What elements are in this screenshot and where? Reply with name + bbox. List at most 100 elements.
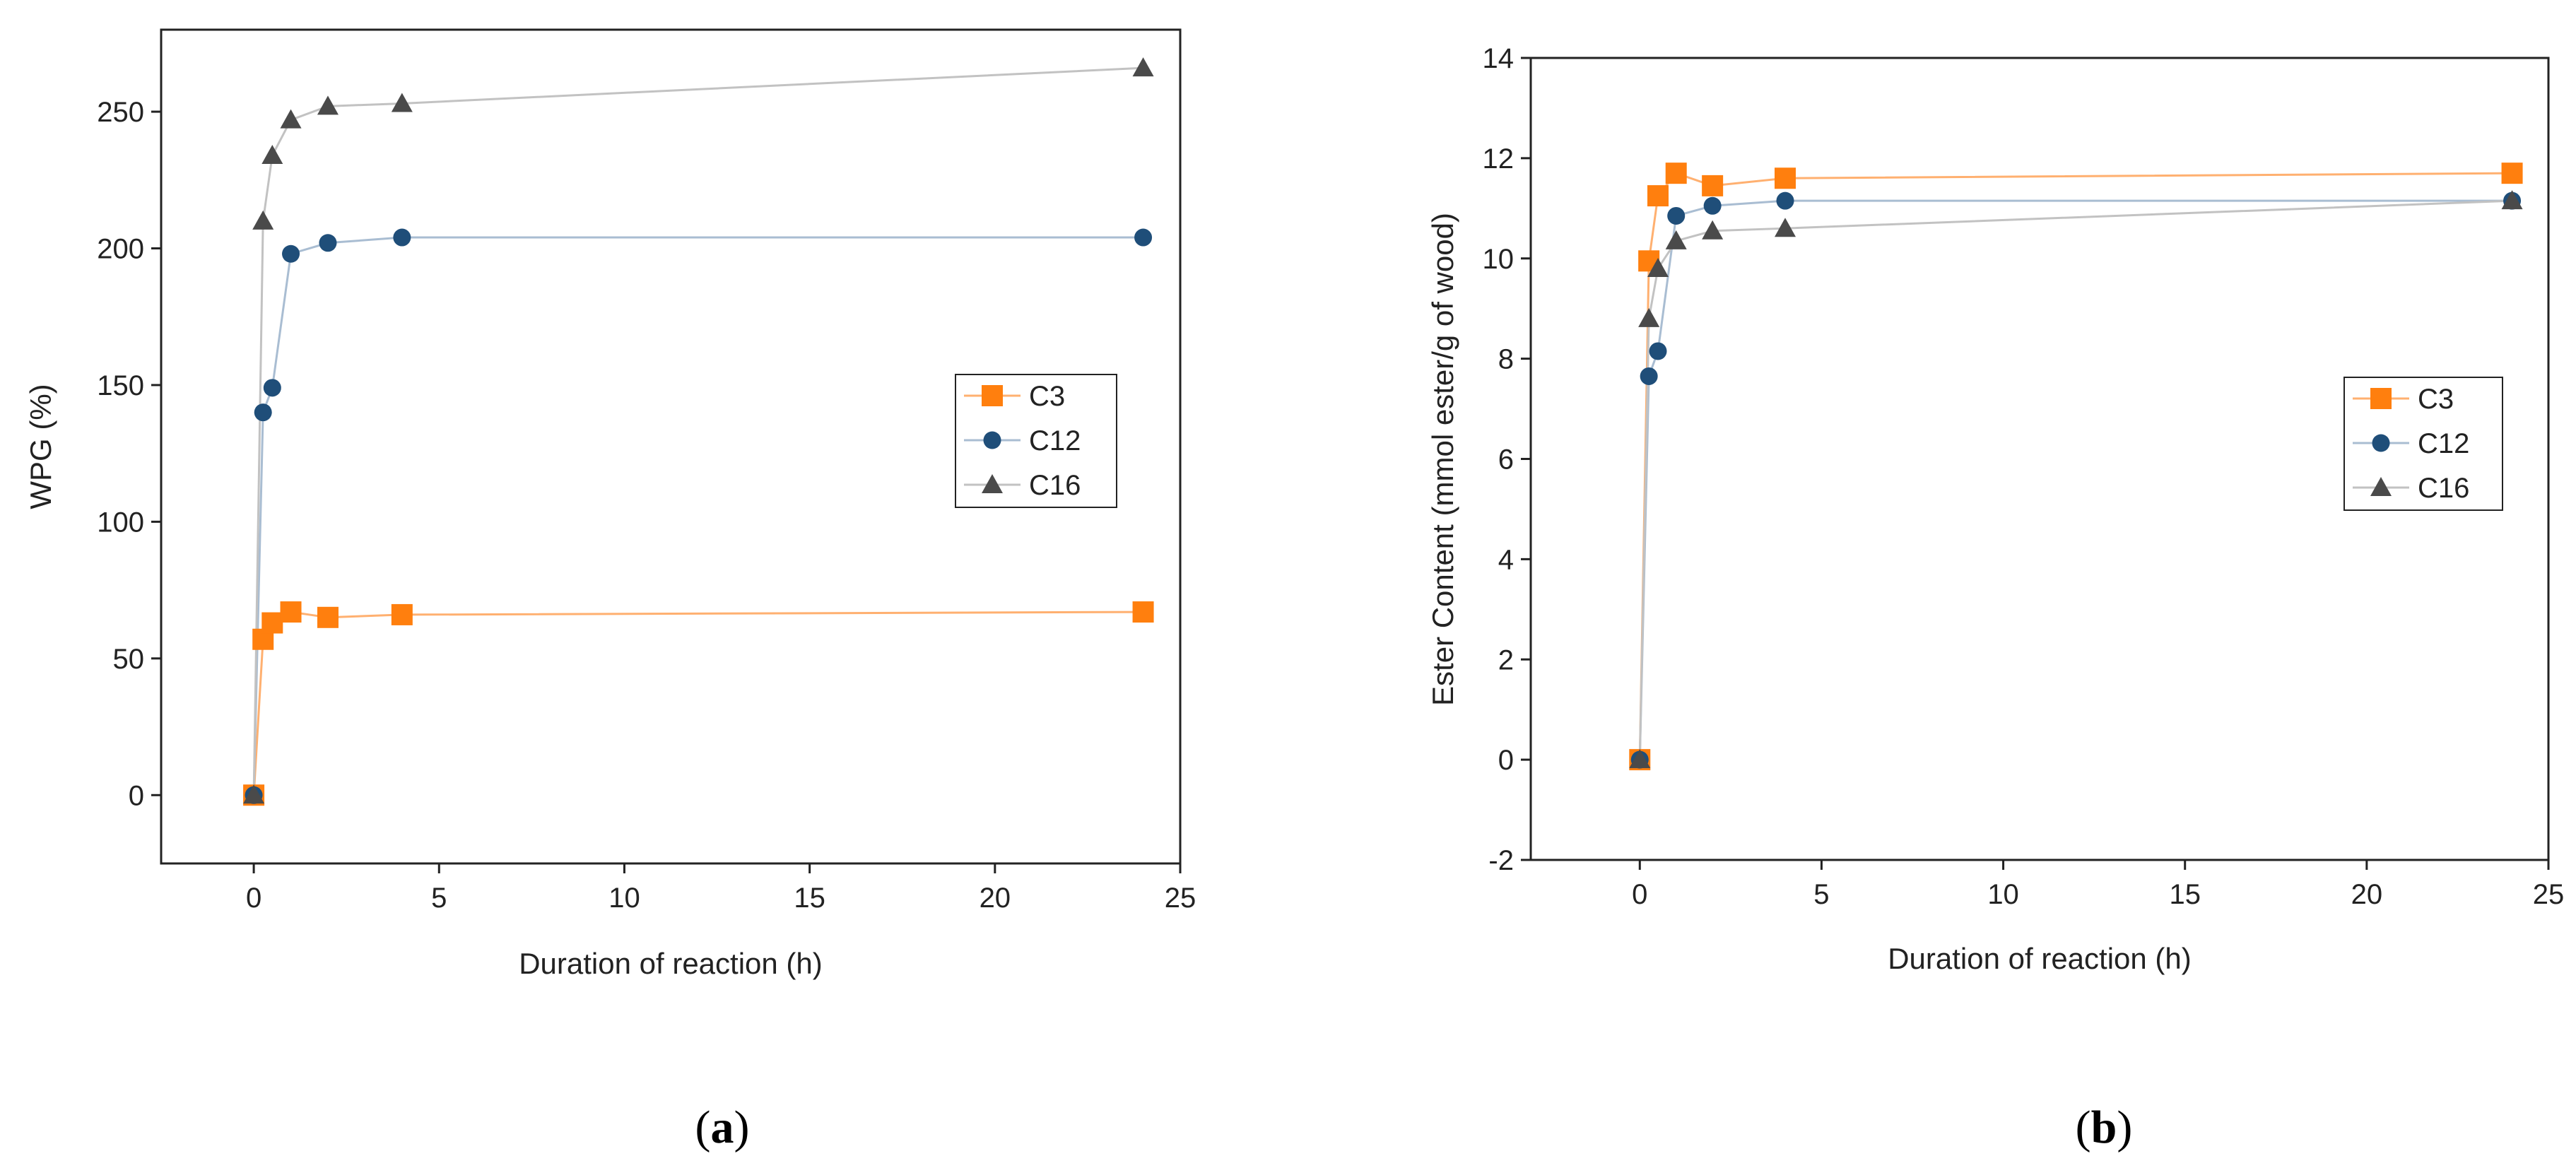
- series-points-c16: [243, 57, 1154, 804]
- data-point-c16: [1638, 307, 1660, 327]
- data-point-c12: [1640, 367, 1658, 385]
- data-point-c3: [280, 601, 302, 623]
- series-line-c12: [252, 236, 1143, 796]
- legend-symbol-c16: [982, 474, 1003, 493]
- legend-marker-c3: [982, 385, 1003, 406]
- legend-label-c3: C3: [1029, 381, 1065, 412]
- data-point-c3: [261, 612, 283, 634]
- tick-layer: 0 5 10 15 20 25 -2 0 2 4 6 8 10 12 14: [1483, 43, 2565, 910]
- y-tick-label: 250: [97, 97, 144, 128]
- legend-symbol-c12: [2372, 434, 2390, 452]
- data-point-c16: [252, 210, 274, 230]
- data-point-c16: [1775, 218, 1796, 237]
- data-point-c12: [1134, 228, 1153, 247]
- data-point-c16: [1629, 749, 1651, 769]
- series-points-c3: [243, 601, 1154, 806]
- series-points-c16: [1629, 190, 2523, 769]
- legend-label-c12: C12: [1029, 425, 1081, 456]
- x-tick-label: 15: [2169, 879, 2201, 910]
- series-layer: [1629, 163, 2523, 771]
- x-tick-label: 10: [1987, 879, 2019, 910]
- legend-entry-c16: C16: [964, 470, 1081, 501]
- panel-label-b: (b): [2076, 1102, 2133, 1153]
- panel-label-a-open-paren: (: [695, 1102, 711, 1153]
- data-point-c3: [1132, 601, 1154, 623]
- data-point-c12: [1667, 206, 1686, 225]
- legend-marker-c16: [982, 474, 1003, 493]
- panel-label-a-letter: a: [711, 1102, 734, 1153]
- data-point-c16: [243, 784, 265, 804]
- x-axis-title: Duration of reaction (h): [519, 947, 823, 980]
- x-tick-label: 0: [246, 883, 261, 914]
- x-tick-label: 20: [2351, 879, 2383, 910]
- data-point-c3: [1702, 175, 1724, 196]
- y-tick-label: 10: [1483, 244, 1515, 275]
- y-tick-label: 50: [113, 644, 145, 675]
- y-tick-label: 100: [97, 507, 144, 538]
- data-point-c12: [254, 403, 272, 422]
- data-point-c16: [1132, 57, 1154, 77]
- data-point-c16: [2501, 190, 2523, 210]
- y-tick-label: 4: [1498, 544, 1514, 575]
- series-points-c12: [245, 228, 1153, 804]
- panel-label-b-close-paren: ): [2117, 1102, 2132, 1153]
- legend-marker-c16: [2370, 477, 2392, 496]
- series-line-c3: [252, 610, 1143, 796]
- data-point-c16: [317, 95, 339, 115]
- data-point-c16: [1647, 257, 1669, 277]
- x-tick-label: 25: [1165, 883, 1196, 914]
- legend-entry-c3: C3: [964, 381, 1065, 412]
- y-tick-label: 0: [1498, 745, 1514, 776]
- legend-entry-c3: C3: [2353, 384, 2454, 415]
- data-point-c3: [1647, 185, 1669, 207]
- data-point-c12: [1776, 191, 1794, 210]
- y-tick-label: 6: [1498, 444, 1514, 476]
- svg-text:(b): (b): [2076, 1102, 2133, 1153]
- y-axis-title: Ester Content (mmol ester/g of wood): [1426, 213, 1459, 706]
- panel-label-a: (a): [695, 1102, 750, 1153]
- y-tick-label: 200: [97, 234, 144, 265]
- series-points-c12: [1630, 191, 2522, 769]
- panel-label-b-letter: b: [2091, 1102, 2117, 1153]
- x-axis-title: Duration of reaction (h): [1888, 942, 2192, 975]
- y-tick-label: 0: [129, 780, 144, 811]
- svg-text:(a): (a): [695, 1102, 750, 1153]
- x-tick-label: 25: [2533, 879, 2565, 910]
- x-tick-label: 15: [794, 883, 825, 914]
- data-point-c3: [317, 606, 339, 628]
- panel-label-b-open-paren: (: [2076, 1102, 2091, 1153]
- data-point-c16: [280, 109, 302, 129]
- data-point-c16: [1702, 220, 1724, 240]
- y-tick-label: 150: [97, 370, 144, 401]
- data-point-c16: [261, 144, 283, 164]
- data-point-c16: [1665, 230, 1687, 249]
- legend: C3 C12 C16: [955, 374, 1117, 508]
- data-point-c3: [2501, 163, 2523, 184]
- legend-label-c16: C16: [2418, 473, 2469, 504]
- legend-marker-c12: [2372, 434, 2390, 452]
- data-point-c12: [282, 244, 300, 263]
- y-tick-label: 14: [1483, 43, 1515, 74]
- series-points-c3: [1629, 163, 2523, 771]
- panel-b: 0 5 10 15 20 25 -2 0 2 4 6 8 10 12 14 Duration of reac…: [1426, 43, 2564, 1153]
- x-tick-label: 10: [608, 883, 640, 914]
- data-point-c12: [263, 379, 281, 397]
- legend-entry-c12: C12: [964, 425, 1081, 456]
- legend: C3 C12 C16: [2343, 377, 2503, 511]
- x-tick-label: 20: [980, 883, 1011, 914]
- legend-symbol-c3: [2370, 388, 2392, 409]
- legend-entry-c16: C16: [2353, 473, 2469, 504]
- x-tick-label: 5: [431, 883, 447, 914]
- data-point-c12: [1649, 342, 1667, 360]
- plot-frame: [160, 28, 1182, 865]
- x-tick-label: 0: [1632, 879, 1647, 910]
- data-point-c16: [391, 93, 413, 112]
- legend-label-c16: C16: [1029, 470, 1081, 501]
- x-tick-label: 5: [1813, 879, 1829, 910]
- y-tick-label: -2: [1488, 845, 1514, 876]
- data-point-c12: [319, 234, 337, 252]
- y-tick-label: 2: [1498, 644, 1514, 676]
- y-tick-label: 8: [1498, 344, 1514, 375]
